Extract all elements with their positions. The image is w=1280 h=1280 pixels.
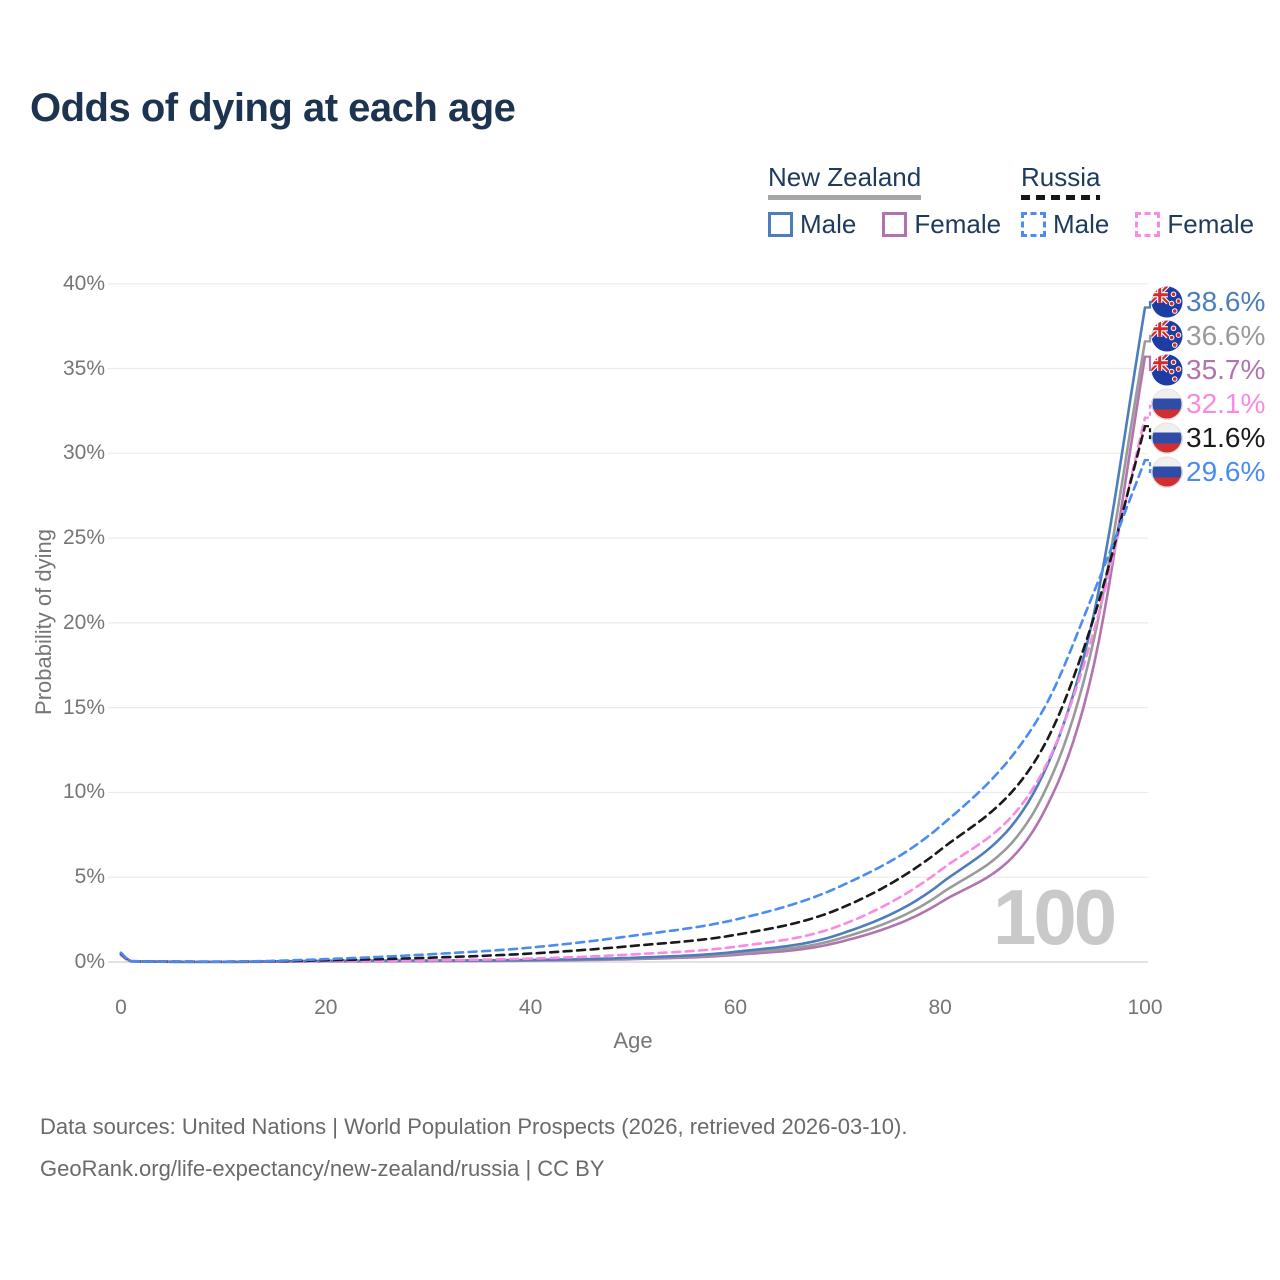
y-axis-title: Probability of dying [31,529,56,715]
series-line-russia [119,424,1147,963]
x-tick-label: 100 [1127,996,1163,1019]
legend-item-new-zealand-female[interactable]: Female [882,209,1001,240]
legend-group-new-zealand: New Zealand Male Female [768,162,1001,240]
leader-line-new-zealand-male [1145,300,1152,309]
russia-flag-icon [1151,422,1183,454]
nz-flag-icon [1151,286,1183,318]
page-title: Odds of dying at each age [30,86,516,130]
nz-flag-icon [1151,320,1183,352]
leader-line-russia [1145,425,1152,440]
legend-item-label: Female [1167,209,1255,239]
end-value-label-new-zealand-male: 38.6% [1186,286,1266,317]
y-tick-label: 15% [62,695,105,719]
x-tick-label: 60 [723,996,748,1019]
legend-swatch [882,212,908,237]
y-tick-label: 5% [74,865,105,889]
x-tick-label: 80 [928,996,952,1019]
russia-flag-icon [1151,388,1183,420]
legend-group-russia: Russia Male Female [1021,162,1254,240]
leader-line-new-zealand-female [1145,355,1152,372]
series-line-new-zealand-female [119,355,1147,964]
y-tick-label: 35% [62,356,105,380]
end-value-label-new-zealand: 36.6% [1186,320,1266,351]
legend-swatch [1135,212,1161,237]
leader-line-russia-female [1145,402,1152,419]
leader-line-new-zealand [1145,334,1152,343]
x-tick-label: 20 [314,996,338,1019]
footer-attribution: GeoRank.org/life-expectancy/new-zealand/… [40,1156,605,1181]
legend-swatch [768,212,793,237]
legend-swatch [1021,212,1046,237]
y-tick-label: 25% [62,526,105,550]
gridlines [108,283,1148,963]
end-value-label-russia: 31.6% [1186,422,1266,453]
legend-item-russia-male[interactable]: Male [1021,209,1109,240]
russia-flag-icon [1151,456,1183,488]
end-value-label-russia-male: 29.6% [1186,456,1266,487]
legend-item-label: Male [1053,209,1110,239]
y-tick-label: 40% [62,271,105,295]
legend-linestyle-solid [768,195,921,200]
footer: Data sources: United Nations | World Pop… [40,1106,907,1190]
age-watermark: 100 [993,873,1117,961]
legend-linestyle-dashed [1021,195,1100,200]
series-line-russia-female [119,416,1147,964]
legend-item-label: Female [914,209,1002,239]
nz-flag-icon [1151,354,1183,386]
series-line-new-zealand-male [119,306,1147,964]
legend-group-title-new-zealand: New Zealand [768,162,922,192]
y-tick-label: 0% [74,950,105,973]
series-line-new-zealand [119,340,1147,964]
legend-item-russia-female[interactable]: Female [1135,209,1254,240]
series-line-russia-male [119,458,1147,963]
y-tick-label: 20% [62,610,105,634]
legend-group-title-russia: Russia [1021,162,1101,192]
legend-item-new-zealand-male[interactable]: Male [768,209,856,240]
x-axis-title: Age [613,1028,653,1053]
y-tick-label: 10% [62,780,105,804]
y-tick-label: 30% [62,441,105,465]
end-value-label-russia-female: 32.1% [1186,388,1266,419]
leader-line-russia-male [1145,459,1152,474]
legend-item-label: Male [800,209,857,239]
footer-sources: Data sources: United Nations | World Pop… [40,1114,908,1139]
x-tick-label: 40 [518,996,543,1019]
x-tick-label: 0 [115,996,127,1019]
end-value-label-new-zealand-female: 35.7% [1186,354,1266,385]
